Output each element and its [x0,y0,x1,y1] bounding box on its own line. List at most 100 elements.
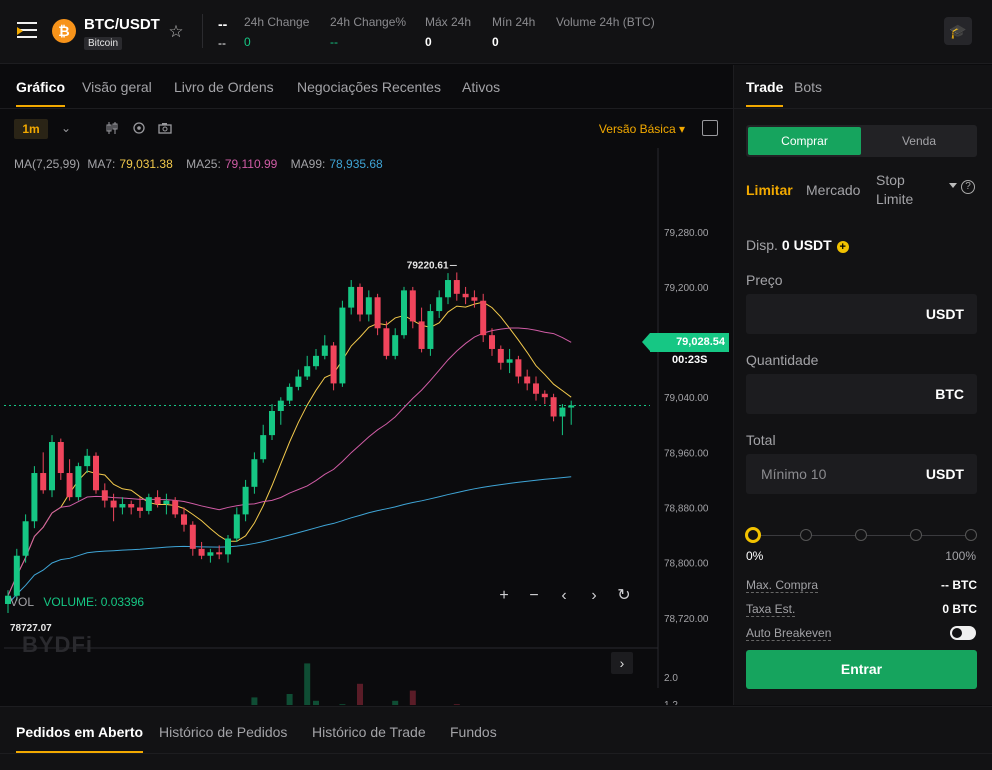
last-price-fiat: -- [218,36,226,50]
tab-trade[interactable]: Trade [746,79,784,107]
candle-body [260,435,267,460]
order-type-limit[interactable]: Limitar [746,182,793,198]
buy-button[interactable]: Comprar [748,127,861,155]
max-buy-value: -- BTC [941,578,977,592]
auto-breakeven-label: Auto Breakeven [746,626,832,641]
tab-livro-de-ordens[interactable]: Livro de Ordens [174,79,274,95]
slider-step-50[interactable] [855,529,867,541]
order-type-market[interactable]: Mercado [806,182,861,198]
vol-tick-label: 1.2 [664,700,678,705]
chart-svg[interactable]: 79,280.0079,200.0079,120.0079,040.0078,9… [0,148,733,767]
stat-24h-change: 24h Change 0 [244,15,309,49]
candle-body [313,355,319,367]
price-input[interactable]: USDT [746,294,977,334]
ma7-label: MA7: [87,157,116,171]
divider [202,14,203,48]
candle-body [93,455,99,491]
candle-body [225,538,231,555]
candle-body [57,442,64,474]
slider-step-100[interactable] [965,529,977,541]
order-panel-tabs: Trade Bots [734,65,992,109]
total-input[interactable]: Mínimo 10 USDT [746,454,977,494]
volume-bar [313,700,319,745]
candle-body [49,442,55,491]
stat-24h-volume: Volume 24h (BTC) [556,15,655,35]
menu-icon[interactable] [17,22,37,40]
volume-bar [409,690,416,745]
stat-value: 0 [244,35,251,49]
ma7-value: 79,031.38 [119,157,173,171]
tab-trade-history[interactable]: Histórico de Trade [312,724,426,740]
fee-row: Taxa Est. 0 BTC [746,602,977,617]
quantity-input[interactable]: BTC [746,374,977,414]
auto-breakeven-row: Auto Breakeven [746,626,977,641]
tab-order-history[interactable]: Histórico de Pedidos [159,724,288,740]
submit-order-button[interactable]: Entrar [746,650,977,689]
tab-grafico[interactable]: Gráfico [16,79,66,107]
candle-body [533,383,539,394]
order-type-stop-limit[interactable]: Stop Limite [876,171,913,209]
zoom-in-icon[interactable]: + [499,587,509,604]
timeframe-button[interactable]: 1m [14,119,48,139]
candle-body [357,286,363,315]
caret-down-icon[interactable] [949,183,957,188]
zoom-out-icon[interactable]: − [529,587,539,604]
indicator-icon[interactable] [131,120,147,136]
vol-value: VOLUME: 0.03396 [43,595,145,609]
candlestick-chart[interactable]: 79,280.0079,200.0079,120.0079,040.0078,9… [0,148,733,767]
chevron-down-icon[interactable]: ⌄ [60,121,72,135]
reset-icon[interactable]: ↻ [617,587,631,604]
auto-breakeven-toggle[interactable] [950,626,976,640]
tab-bots[interactable]: Bots [794,79,823,95]
candle-body [568,405,575,408]
candle-body [40,473,47,491]
candle-body [75,466,82,498]
version-selector[interactable]: Versão Básica ▾ [598,122,685,136]
pair-symbol[interactable]: BTC/USDT [84,16,160,33]
y-tick-label: 78,880.00 [664,503,709,514]
candle-body [216,552,223,555]
stat-label: 24h Change% [330,15,407,29]
candle-body [172,500,179,515]
candle-body [365,297,372,315]
candle-body [242,486,249,515]
candle-body [31,473,38,522]
deposit-plus-icon[interactable]: + [836,241,849,253]
camera-icon[interactable] [157,120,173,136]
sell-button[interactable]: Venda [901,134,937,148]
tab-negociacoes-recentes[interactable]: Negociações Recentes [297,79,441,95]
slider-thumb[interactable] [745,527,761,543]
slider-max-label: 100% [945,549,976,563]
tab-ativos[interactable]: Ativos [462,79,501,95]
high-annotation: 79220.61 [407,260,449,271]
tab-open-orders[interactable]: Pedidos em Aberto [16,724,144,753]
ma99-line [7,476,572,605]
candlestick-icon[interactable] [104,120,120,136]
candle-body [137,507,143,511]
order-panel: Trade Bots Comprar Venda Limitar Mercado… [733,65,992,705]
volume-bar [304,663,311,745]
candle-body [154,497,161,505]
scroll-to-latest-icon[interactable]: › [611,652,633,674]
slider-step-75[interactable] [910,529,922,541]
candle-body [489,335,495,349]
candle-body [550,397,557,417]
bydfi-watermark: BYDFi [22,632,93,657]
candle-body [497,348,504,363]
candle-body [198,548,205,556]
tab-funds[interactable]: Fundos [450,724,497,740]
slider-step-25[interactable] [800,529,812,541]
graduation-cap-icon[interactable]: 🎓 [944,17,972,45]
expand-icon[interactable] [702,120,718,136]
ma25-value: 79,110.99 [224,157,278,171]
candle-body [321,345,328,356]
chevron-left-icon[interactable]: ‹ [561,587,567,604]
tab-visao-geral[interactable]: Visão geral [82,79,152,95]
bottom-tabs: Pedidos em Aberto Histórico de Pedidos H… [0,706,992,770]
chevron-right-icon[interactable]: › [591,587,597,604]
star-icon[interactable]: ☆ [168,22,184,41]
help-icon[interactable]: ? [961,180,975,194]
candle-body [145,497,152,511]
total-placeholder: Mínimo 10 [761,466,827,482]
divider [0,753,992,754]
